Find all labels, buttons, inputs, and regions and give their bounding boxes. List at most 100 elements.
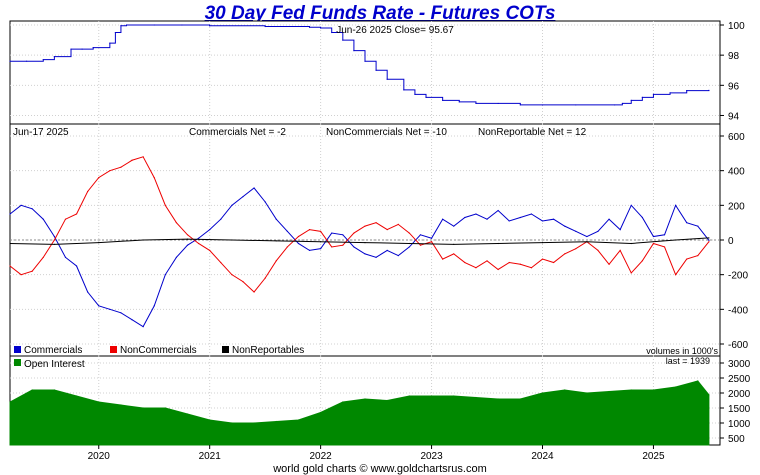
y-tick-label: 400 [728,167,745,178]
marks-layer [9,24,710,446]
data-point [475,213,477,215]
noncommercials-line [9,156,710,293]
data-point [652,235,655,238]
data-point [320,241,322,243]
data-point [708,237,710,239]
data-point [442,99,444,101]
data-point [486,260,488,262]
data-point [142,326,144,328]
data-point [686,258,688,260]
data-point [231,239,233,241]
data-point [530,213,533,215]
data-point [353,232,355,234]
data-point [186,238,189,240]
data-point [275,260,277,262]
data-point [541,392,544,394]
data-point [675,204,677,206]
data-point [125,24,128,26]
data-point [641,260,643,262]
legend-noncommercials: NonCommercials [120,345,197,356]
data-point [353,50,355,52]
data-point [597,249,599,251]
data-point [308,229,311,231]
data-point [619,249,621,251]
data-point [519,216,521,219]
data-point [586,241,588,243]
data-point [697,380,699,382]
data-point [475,396,477,399]
data-point [231,274,233,276]
data-point [708,394,710,396]
data-point [220,218,222,220]
data-point [397,223,399,225]
data-point [564,253,566,255]
data-point [530,267,533,269]
open-interest-area [9,380,710,446]
data-point [453,395,455,397]
data-point [686,89,688,92]
y-tick-label: 3000 [728,359,751,370]
data-point [9,60,11,62]
data-point [430,237,433,239]
data-point [708,239,710,241]
data-point [53,56,55,58]
data-point [286,246,288,248]
legend-swatch-commercials [14,346,21,353]
data-point [364,242,366,244]
data-point [697,225,699,227]
data-point [87,190,89,193]
data-point [453,243,455,245]
data-point [630,99,632,101]
legend-commercials: Commercials [24,345,82,356]
data-point [242,196,244,198]
y-tick-label: -200 [728,271,748,282]
data-point [331,232,333,234]
data-point [575,230,577,232]
data-point [342,244,344,246]
noncommercials-net-label: NonCommercials Net = -10 [326,127,447,138]
legend-swatch-open-interest [14,359,21,366]
data-point [308,26,311,28]
commercials-line [9,187,710,328]
data-point [630,242,632,245]
data-point [114,31,116,34]
data-point [364,60,366,62]
data-point [364,253,366,255]
data-point [519,104,521,106]
data-point [630,389,632,391]
data-point [386,229,388,231]
data-point [708,89,710,91]
data-point [31,389,33,391]
data-point [31,270,33,272]
data-point [142,156,144,158]
data-point [320,411,322,414]
data-point [209,229,211,231]
data-point [453,253,455,255]
data-point [697,255,699,257]
data-point [131,319,133,321]
data-point [153,305,155,307]
data-point [619,229,621,231]
data-point [308,249,311,251]
data-point [320,248,322,250]
data-point [53,235,55,238]
data-point [53,389,55,391]
nonreportable-net-label: NonReportable Net = 12 [478,127,587,138]
data-point [675,386,677,388]
data-point [419,234,422,236]
y-tick-label: 2500 [728,374,751,385]
oi-last-label: last = 1939 [666,356,710,366]
data-point [264,201,266,203]
y-tick-label: 200 [728,201,745,212]
data-point [220,261,222,264]
data-point [297,235,300,238]
data-point [231,422,233,424]
footer-credit: world gold charts © www.goldchartsrus.co… [272,463,487,475]
data-point [475,102,477,105]
data-point [608,390,610,393]
data-point [98,242,100,244]
data-point [53,239,55,241]
data-point [186,234,189,236]
y-tick-label: 98 [728,51,740,62]
